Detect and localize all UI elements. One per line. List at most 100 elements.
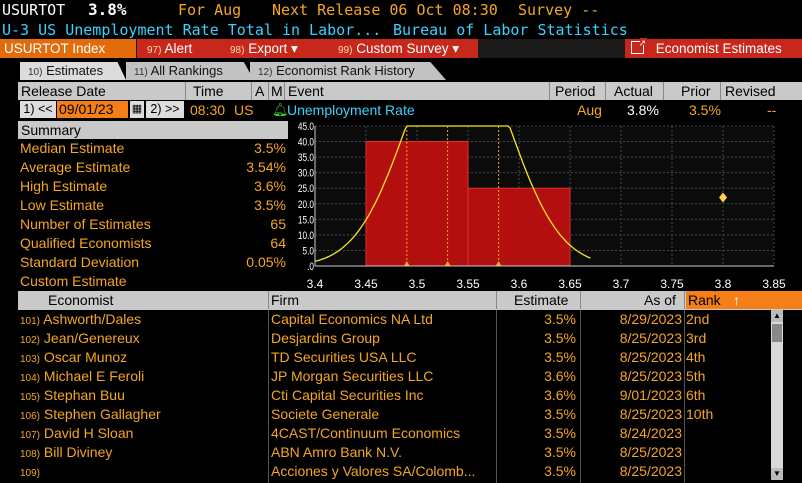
table-row[interactable]: 105) Stephan Buu Cti Capital Securities I… <box>20 387 706 403</box>
alert-label: Alert <box>164 41 193 56</box>
x-tick-label: 3.65 <box>558 277 582 291</box>
y-tick-label: 45.0 <box>298 121 315 133</box>
x-tick-label: 3.8 <box>715 277 732 291</box>
summary-row: Low Estimate 3.5% <box>20 197 286 213</box>
description-row: U-3 US Unemployment Rate Total in Labor.… <box>0 20 802 39</box>
table-row[interactable]: 104) Michael E Feroli JP Morgan Securitie… <box>20 368 706 384</box>
table-row[interactable]: 101) Ashworth/Dales Capital Economics NA … <box>20 311 710 327</box>
next-release: Next Release 06 Oct 08:30 <box>272 1 498 19</box>
summary-header: Summary <box>18 121 288 139</box>
col-actual: Actual <box>614 83 653 99</box>
table-row[interactable]: 102) Jean/Genereux Desjardins Group 3.5% 8/… <box>20 330 707 346</box>
normal-curve <box>314 125 591 263</box>
table-row[interactable]: 107) David H Sloan 4CAST/Continuum Econom… <box>20 425 682 441</box>
economist-estimates-button[interactable]: ↗ Economist Estimates <box>625 38 802 58</box>
tab-key: 10) <box>28 67 43 78</box>
custom-survey-button[interactable]: 99) Custom Survey ▾ <box>328 39 478 58</box>
security-description: U-3 US Unemployment Rate Total in Labor.… <box>2 21 382 39</box>
col-period: Period <box>555 83 596 99</box>
prev-release-button[interactable]: 1) << <box>20 101 56 118</box>
table-row[interactable]: 103) Oscar Munoz TD Securities USA LLC 3.5… <box>20 349 706 365</box>
custom-survey-key: 99) <box>338 45 353 56</box>
release-actual: 3.8% <box>627 102 659 118</box>
y-tick-label: 20.0 <box>298 199 315 211</box>
custom-estimate-row[interactable]: Custom Estimate <box>20 273 127 289</box>
tab-economist-rank-history[interactable]: 12) Economist Rank History <box>250 62 446 80</box>
table-row[interactable]: 109) Acciones y Valores SA/Colomb... 3.5%… <box>20 463 682 479</box>
col-m: M <box>271 83 283 99</box>
tab-estimates[interactable]: 10) Estimates <box>20 62 126 80</box>
custom-survey-label: Custom Survey ▾ <box>356 41 460 56</box>
summary-row: High Estimate 3.6% <box>20 178 286 194</box>
table-row[interactable]: 108) Bill Diviney ABN Amro Bank N.V. 3.5% 8… <box>20 444 682 460</box>
release-column-header: Release Date Time A M Event Period Actua… <box>18 82 802 100</box>
summary-panel: Median Estimate 3.5% Average Estimate 3.54… <box>18 139 288 291</box>
release-prior: 3.5% <box>689 102 721 118</box>
x-tick-label: 3.6 <box>511 277 528 291</box>
table-scrollbar[interactable]: ▲ ▼ <box>771 310 783 480</box>
bell-icon[interactable]: 🔔︎ <box>272 102 289 117</box>
x-tick-label: 3.7 <box>613 277 630 291</box>
estimate-distribution-chart: 45.0 40.0 35.0 30.0 25.0 20.0 15.0 10.0 5.0 .0 3.4… <box>298 121 786 291</box>
scroll-up-arrow-icon[interactable]: ▲ <box>771 310 783 322</box>
tab-label: Economist Rank History <box>276 63 415 78</box>
y-tick-label: 5.0 <box>303 245 315 257</box>
release-time: 08:30 <box>190 102 226 118</box>
col-economist[interactable]: Economist <box>48 292 114 308</box>
ticker: USURTOT <box>2 1 66 19</box>
release-period: Aug <box>577 102 602 118</box>
low-marker-icon <box>403 261 410 266</box>
release-date-value: 09/01/23 <box>59 101 114 117</box>
summary-title: Summary <box>21 122 81 138</box>
rank-label: Rank <box>688 292 721 308</box>
col-release-date: Release Date <box>21 83 106 99</box>
col-revised: Revised <box>725 83 776 99</box>
high-marker-icon <box>495 261 502 266</box>
scroll-thumb[interactable] <box>772 324 782 342</box>
economist-estimates-label: Economist Estimates <box>655 41 782 56</box>
tab-all-rankings[interactable]: 11) All Rankings <box>126 62 254 80</box>
col-estimate[interactable]: Estimate <box>514 292 569 308</box>
data-source: Bureau of Labor Statistics <box>393 21 628 39</box>
event-name[interactable]: Unemployment Rate <box>287 102 415 118</box>
col-prior: Prior <box>681 83 711 99</box>
last-value: 3.8% <box>88 0 127 19</box>
col-rank[interactable]: Rank ↑ <box>686 291 802 309</box>
y-tick-label: 40.0 <box>298 137 315 149</box>
calendar-icon[interactable]: ▦ <box>130 101 144 118</box>
scroll-down-arrow-icon[interactable]: ▼ <box>771 468 783 480</box>
median-marker-icon <box>444 261 451 266</box>
external-link-icon: ↗ <box>631 38 647 54</box>
x-tick-label: 3.75 <box>660 277 684 291</box>
next-key-label: 2) >> <box>150 102 180 116</box>
alert-button[interactable]: 97) Alert <box>137 39 230 58</box>
y-tick-label: 15.0 <box>298 214 315 226</box>
table-row[interactable]: 106) Stephen Gallagher Societe Generale 3.… <box>20 406 714 422</box>
tab-label: Estimates <box>46 63 104 78</box>
y-tick-label: 35.0 <box>298 152 315 164</box>
y-tick-label: 10.0 <box>298 230 315 242</box>
actual-diamond-icon <box>719 192 727 203</box>
export-button[interactable]: 98) Export ▾ <box>220 39 330 58</box>
sort-ascending-icon: ↑ <box>733 292 740 308</box>
x-tick-label: 3.4 <box>307 277 324 291</box>
next-release-button[interactable]: 2) >> <box>146 101 184 118</box>
col-firm[interactable]: Firm <box>271 292 299 308</box>
release-date-input[interactable]: 09/01/23 <box>57 101 128 118</box>
col-as-of[interactable]: As of <box>644 292 676 308</box>
export-label: Export ▾ <box>248 41 298 56</box>
prev-key-label: 1) << <box>23 102 53 116</box>
release-revised: -- <box>767 102 777 118</box>
y-tick-label: 30.0 <box>298 168 315 180</box>
release-row: 1) << 09/01/23 ▦ 2) >> 08:30 US 🔔︎ Unemp… <box>0 100 802 120</box>
export-key: 98) <box>230 45 245 56</box>
histogram-bar <box>467 187 571 267</box>
histogram-bar <box>365 141 469 267</box>
summary-row: Standard Deviation 0.05% <box>20 254 286 270</box>
summary-row: Qualified Economists 64 <box>20 235 286 251</box>
index-button[interactable]: USURTOT Index <box>0 39 136 58</box>
summary-row: Median Estimate 3.5% <box>20 140 286 156</box>
release-country: US <box>234 102 254 118</box>
y-tick-label: 25.0 <box>298 183 315 195</box>
menu-bar: USURTOT Index 97) Alert 98) Export ▾ 99)… <box>0 38 802 58</box>
